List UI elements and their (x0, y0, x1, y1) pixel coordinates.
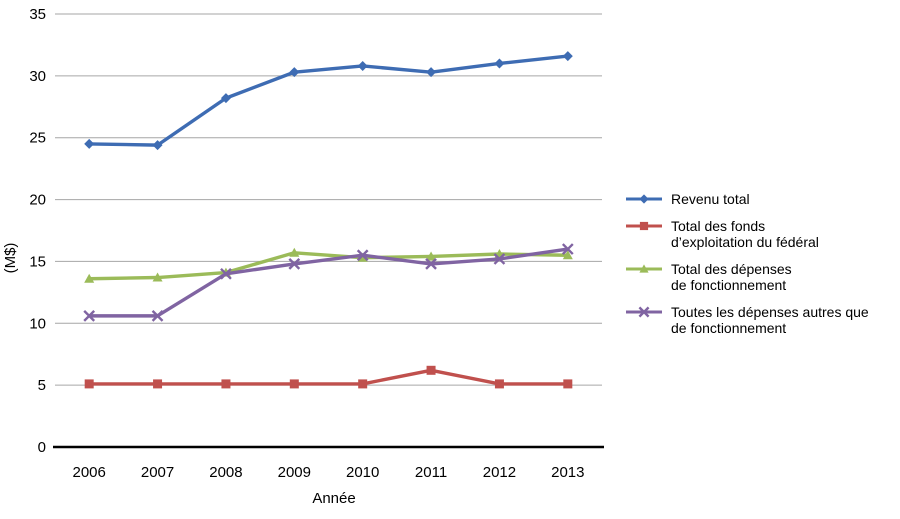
x-tick-label: 2008 (209, 464, 242, 481)
tick-labels-layer: 0 5 10 15 20 25 30 35 2006 2007 2008 2009 2010 2011 20… (29, 6, 584, 481)
data-point-x-marker (561, 243, 574, 255)
data-point-diamond-marker (494, 58, 505, 69)
series-line-1 (89, 54, 568, 147)
data-point-triangle-marker (289, 247, 300, 257)
y-tick-label: 25 (29, 130, 46, 147)
data-point-triangle-marker (152, 272, 163, 282)
legend-label-line: d’exploitation du fédéral (671, 234, 819, 250)
x-tick-label: 2009 (278, 464, 311, 481)
x-tick-label: 2006 (73, 464, 106, 481)
data-point-square-marker (639, 221, 649, 231)
legend-item: Revenu total (625, 191, 895, 207)
legend-label: Total des fonds d’exploitation du fédéral (671, 218, 819, 250)
data-point-x-marker (493, 253, 506, 265)
legend-label-line: Revenu total (671, 191, 750, 207)
y-tick-label: 10 (29, 315, 46, 332)
data-point-square-marker (494, 379, 504, 389)
data-point-triangle-marker (639, 264, 649, 273)
data-point-square-marker (426, 365, 436, 375)
y-tick-label: 15 (29, 253, 46, 270)
legend-item: Toutes les dépenses autres que de fonctio… (625, 304, 895, 336)
data-point-diamond-marker (357, 60, 368, 71)
data-point-triangle-marker (562, 250, 573, 260)
data-point-diamond-marker (426, 67, 437, 78)
y-axis-title: (M$) (2, 243, 19, 274)
x-axis-title: Année (312, 490, 355, 507)
data-point-diamond-marker (220, 93, 231, 104)
legend: Revenu total Total des fonds d’exploitatio… (625, 191, 895, 336)
legend-label-line: de fonctionnement (671, 320, 787, 336)
data-point-diamond-marker (562, 51, 573, 62)
data-point-triangle-marker (357, 252, 368, 262)
series-line-3 (89, 251, 568, 281)
legend-label-line: Toutes les dépenses autres que (671, 304, 869, 320)
legend-label: Total des dépenses de fonctionnement (671, 261, 792, 293)
data-point-x-marker (220, 267, 232, 280)
data-point-x-marker (638, 306, 650, 318)
legend-label: Revenu total (671, 191, 750, 207)
data-point-x-marker (83, 310, 96, 322)
x-tick-label: 2010 (346, 464, 379, 481)
data-point-square-marker (221, 379, 231, 389)
data-point-square-marker (153, 379, 163, 389)
y-tick-label: 5 (38, 377, 46, 394)
data-point-x-marker (356, 249, 369, 262)
series-line-2 (89, 368, 568, 386)
legend-triangle-icon (626, 264, 662, 273)
x-tick-label: 2013 (551, 464, 584, 481)
data-point-square-marker (84, 379, 94, 389)
y-tick-label: 30 (29, 68, 46, 85)
series-line-4 (89, 247, 569, 318)
data-point-triangle-marker (426, 251, 437, 261)
legend-x-icon (626, 306, 662, 318)
legend-square-icon (626, 221, 662, 231)
y-tick-label: 20 (29, 192, 46, 209)
data-point-diamond-marker (152, 140, 163, 151)
x-tick-label: 2012 (483, 464, 516, 481)
legend-label-line: Total des dépenses (671, 261, 792, 277)
y-tick-label: 0 (38, 439, 46, 456)
series-layer (83, 51, 574, 389)
data-point-square-marker (289, 379, 299, 389)
legend-label-line: de fonctionnement (671, 277, 787, 293)
data-point-square-marker (358, 379, 368, 389)
data-point-square-marker (563, 379, 573, 389)
x-tick-label: 2011 (415, 464, 447, 481)
data-point-diamond-marker (639, 194, 649, 204)
y-tick-label: 35 (29, 6, 46, 23)
legend-item: Total des fonds d’exploitation du fédéral (625, 218, 895, 250)
data-point-triangle-marker (84, 273, 95, 283)
legend-diamond-icon (626, 194, 662, 204)
data-point-x-marker (151, 310, 164, 322)
legend-item: Total des dépenses de fonctionnement (625, 261, 895, 293)
data-point-x-marker (425, 258, 437, 270)
gridlines-layer (53, 13, 604, 449)
data-point-x-marker (288, 258, 301, 270)
data-point-diamond-marker (84, 138, 95, 149)
legend-label: Toutes les dépenses autres que de fonctio… (671, 304, 869, 336)
data-point-diamond-marker (289, 67, 300, 78)
x-tick-label: 2007 (141, 464, 174, 481)
legend-label-line: Total des fonds (671, 218, 766, 234)
